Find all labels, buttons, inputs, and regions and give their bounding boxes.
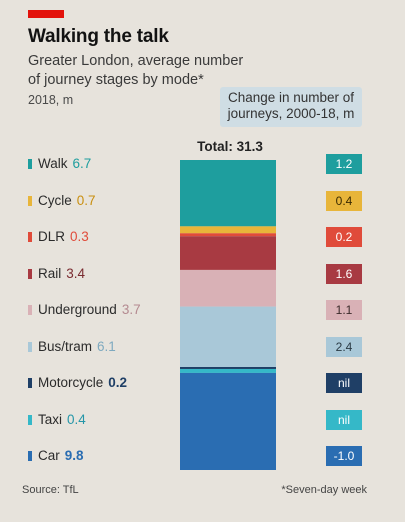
category-label: Walk 6.7 bbox=[28, 155, 91, 173]
change-value-box: 0.2 bbox=[326, 227, 362, 247]
category-name: Bus/tram bbox=[38, 338, 93, 354]
category-label: Motorcycle 0.2 bbox=[28, 374, 127, 392]
category-name: Motorcycle bbox=[38, 375, 104, 390]
bar-segment-motorcycle bbox=[180, 367, 276, 369]
category-name: Walk bbox=[38, 156, 68, 171]
bar-segment-underground bbox=[180, 269, 276, 307]
chart-subtitle: Greater London, average number of journe… bbox=[28, 53, 244, 88]
change-value-box: 2.4 bbox=[326, 336, 362, 357]
source-note: Source: TfL bbox=[22, 484, 79, 496]
legend-swatch bbox=[28, 232, 32, 242]
bar-segment-walk bbox=[180, 160, 276, 227]
accent-bar bbox=[28, 10, 64, 18]
change-value-box: 0.4 bbox=[326, 190, 362, 211]
category-name: Car bbox=[38, 448, 60, 463]
legend-swatch bbox=[28, 341, 32, 352]
category-name: Cycle bbox=[38, 192, 72, 208]
change-value-box: nil bbox=[326, 409, 362, 430]
total-label: Total: 31.3 bbox=[197, 139, 263, 154]
category-label: Car 9.8 bbox=[28, 447, 84, 465]
category-value: 0.2 bbox=[108, 375, 128, 390]
change-value-box: 1.6 bbox=[326, 263, 362, 284]
category-name: Underground bbox=[38, 302, 117, 317]
chart-units: 2018, m bbox=[28, 93, 74, 107]
legend-swatch bbox=[28, 305, 32, 315]
category-value: 0.7 bbox=[76, 192, 96, 208]
change-column-header: Change in number of journeys, 2000-18, m bbox=[220, 87, 362, 127]
category-label: Bus/tram 6.1 bbox=[28, 338, 116, 356]
category-name: Taxi bbox=[38, 411, 63, 427]
footnote: *Seven-day week bbox=[281, 484, 367, 496]
bar-segment-bus-tram bbox=[180, 306, 276, 367]
category-value: 6.7 bbox=[72, 156, 92, 171]
category-value: 6.1 bbox=[97, 338, 116, 354]
category-value: 3.7 bbox=[121, 302, 141, 317]
category-value: 0.4 bbox=[67, 411, 86, 427]
legend-swatch bbox=[28, 414, 32, 425]
legend-swatch bbox=[28, 159, 32, 169]
category-label: Taxi 0.4 bbox=[28, 411, 86, 429]
change-value-box: -1.0 bbox=[326, 446, 362, 466]
legend-swatch bbox=[28, 268, 32, 279]
chart-title: Walking the talk bbox=[28, 26, 169, 47]
category-value: 9.8 bbox=[64, 448, 84, 463]
bar-segment-dlr bbox=[180, 233, 276, 237]
bar-segment-taxi bbox=[180, 368, 276, 373]
legend-swatch bbox=[28, 195, 32, 206]
change-value-box: 1.2 bbox=[326, 154, 362, 174]
category-label: Rail 3.4 bbox=[28, 265, 85, 283]
category-label: DLR 0.3 bbox=[28, 228, 89, 246]
bar-segment-rail bbox=[180, 236, 276, 270]
bar-segment-car bbox=[180, 372, 276, 470]
change-value-box: nil bbox=[326, 373, 362, 393]
legend-swatch bbox=[28, 378, 32, 388]
bar-segment-cycle bbox=[180, 226, 276, 234]
category-name: DLR bbox=[38, 229, 66, 244]
category-label: Underground 3.7 bbox=[28, 301, 141, 319]
category-value: 0.3 bbox=[70, 229, 89, 244]
change-value-box: 1.1 bbox=[326, 300, 362, 320]
category-name: Rail bbox=[38, 265, 62, 281]
category-value: 3.4 bbox=[66, 265, 86, 281]
legend-swatch bbox=[28, 451, 32, 461]
category-label: Cycle 0.7 bbox=[28, 192, 96, 210]
